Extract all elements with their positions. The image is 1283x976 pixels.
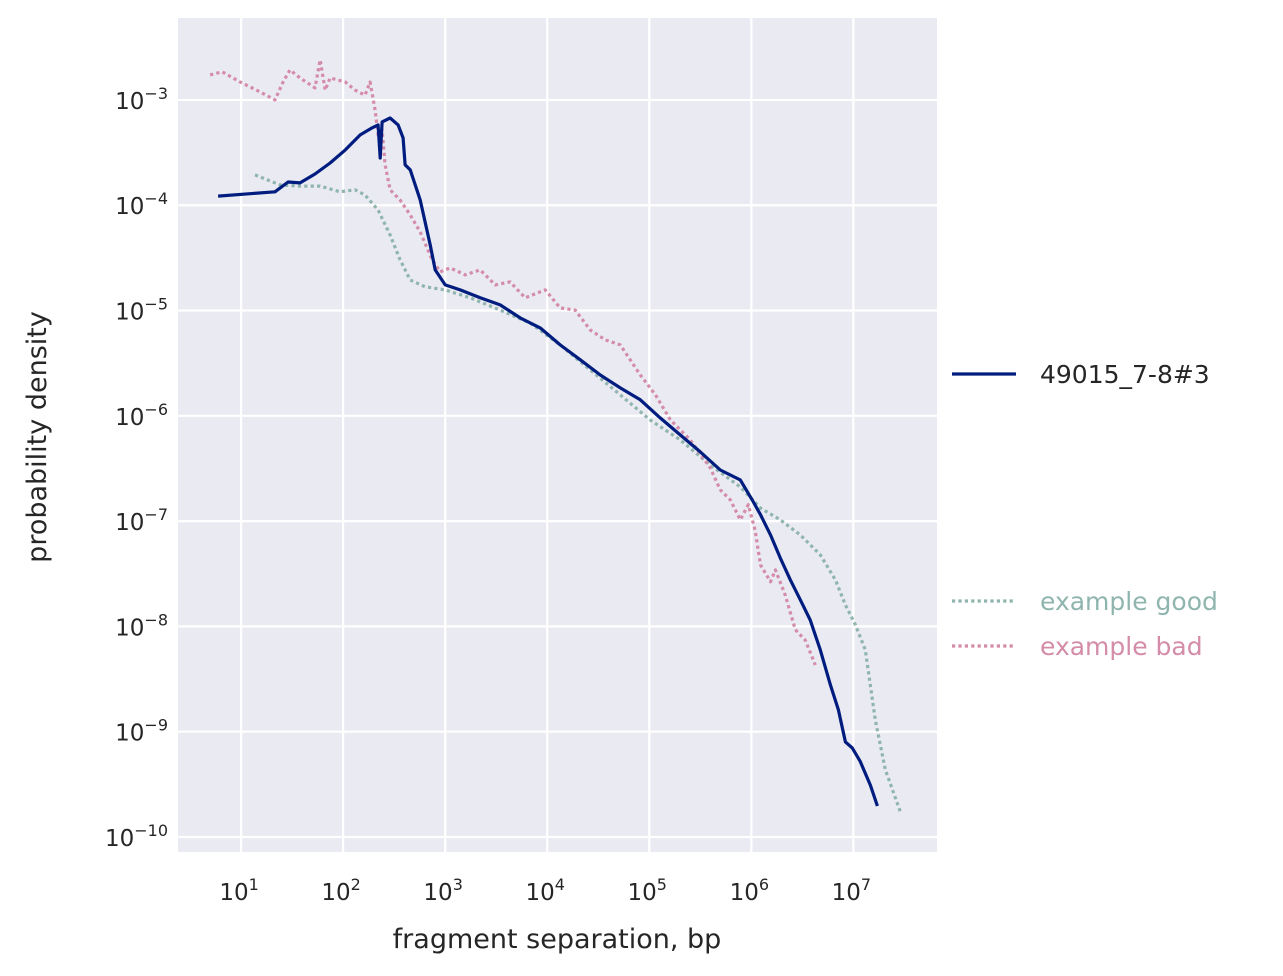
y-tick-label: 10−4 <box>115 189 168 220</box>
y-tick-labels: 10−3 10−4 10−5 10−6 10−7 10−8 10−9 10−10 <box>105 84 168 852</box>
x-tick-label: 107 <box>832 875 871 906</box>
series-line-example-bad <box>209 58 817 666</box>
x-tick-labels: 101 102 103 104 105 106 107 <box>219 875 871 906</box>
x-tick-label: 101 <box>219 875 258 906</box>
y-tick-label: 10−7 <box>115 505 168 536</box>
y-tick-label: 10−3 <box>115 84 168 115</box>
x-tick-label: 105 <box>628 875 667 906</box>
x-tick-label: 104 <box>525 875 564 906</box>
y-tick-label: 10−5 <box>115 295 168 326</box>
legend-label: example good <box>1040 587 1218 616</box>
x-tick-label: 102 <box>321 875 360 906</box>
series-lines <box>209 58 902 813</box>
legend-label: example bad <box>1040 632 1203 661</box>
grid <box>178 18 937 852</box>
x-tick-label: 103 <box>423 875 462 906</box>
x-tick-label: 106 <box>730 875 769 906</box>
y-tick-label: 10−10 <box>105 821 168 852</box>
y-tick-label: 10−9 <box>115 716 168 747</box>
y-axis-label: probability density <box>22 311 53 563</box>
x-axis-label: fragment separation, bp <box>393 924 722 955</box>
series-line-49015-7-8-3 <box>217 116 879 807</box>
legend-label: 49015_7-8#3 <box>1040 360 1210 389</box>
plot-background <box>178 18 937 852</box>
y-tick-label: 10−8 <box>115 610 168 641</box>
y-tick-label: 10−6 <box>115 400 168 431</box>
